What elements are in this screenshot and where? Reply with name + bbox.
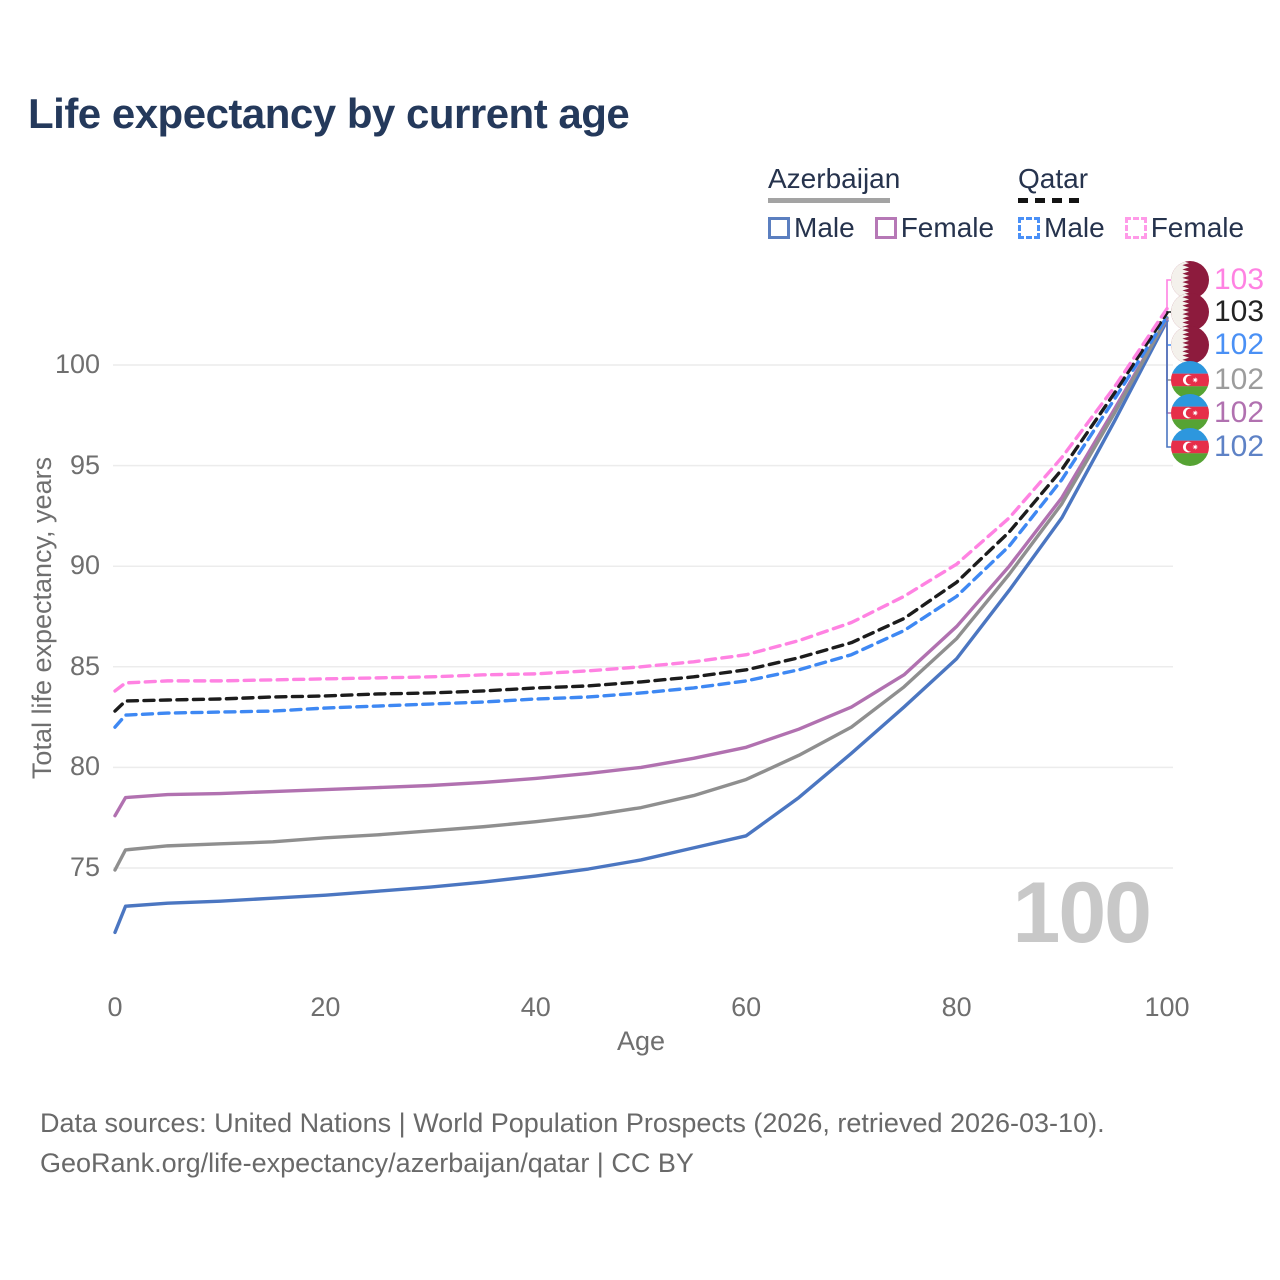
male-solid-swatch-icon bbox=[768, 217, 790, 239]
legend-item-label: Male bbox=[794, 212, 855, 243]
az-flag-icon bbox=[1171, 394, 1209, 432]
leader-line bbox=[1166, 279, 1171, 309]
series-line-qatar-male bbox=[113, 315, 1169, 729]
series-line-azerbaijan-total bbox=[113, 316, 1169, 872]
end-label-row-qatar: 103 bbox=[1171, 261, 1264, 299]
leader-line bbox=[1166, 320, 1171, 448]
end-label-row-qatar: 103 bbox=[1171, 293, 1264, 331]
legend-item-qatar-female: Female bbox=[1124, 212, 1245, 244]
end-label-row-qatar: 102 bbox=[1171, 326, 1264, 364]
end-value-label: 102 bbox=[1214, 328, 1265, 361]
series-line-qatar-female bbox=[113, 306, 1169, 693]
legend-azerbaijan-line-swatch bbox=[768, 198, 890, 203]
x-tick-label: 0 bbox=[107, 992, 123, 1022]
series-line-qatar-total bbox=[113, 310, 1169, 713]
leader-line bbox=[1166, 311, 1171, 313]
legend-item-azerbaijan-male: Male bbox=[768, 212, 855, 244]
series-line-azerbaijan-male bbox=[113, 319, 1169, 935]
legend-item-label: Male bbox=[1044, 212, 1105, 243]
page-title: Life expectancy by current age bbox=[28, 90, 630, 137]
female-solid-swatch-icon bbox=[874, 217, 897, 239]
legend-country-label: Azerbaijan bbox=[768, 163, 901, 194]
y-tick-label: 100 bbox=[54, 349, 100, 379]
end-value-label: 103 bbox=[1214, 295, 1265, 328]
y-tick-label: 90 bbox=[69, 550, 100, 581]
end-label-row-azerbaijan: 102 bbox=[1171, 394, 1264, 432]
x-tick-label: 80 bbox=[941, 992, 972, 1022]
series-line-azerbaijan-female bbox=[113, 317, 1169, 818]
footer-data-sources: Data sources: United Nations | World Pop… bbox=[40, 1108, 1105, 1138]
legend-item-label: Female bbox=[1150, 212, 1245, 243]
age-counter-watermark: 100 bbox=[1012, 865, 1153, 961]
qatar-flag-icon bbox=[1171, 326, 1209, 364]
legend-group-qatar: Qatar Male Female bbox=[1018, 163, 1244, 244]
y-tick-label: 80 bbox=[69, 751, 100, 782]
end-label-row-azerbaijan: 102 bbox=[1171, 428, 1264, 466]
legend-country-label: Qatar bbox=[1018, 163, 1089, 194]
x-tick-label: 100 bbox=[1144, 992, 1190, 1022]
legend-item-azerbaijan-female: Female bbox=[874, 212, 995, 244]
end-value-label: 103 bbox=[1214, 263, 1265, 296]
legend-item-label: Female bbox=[900, 212, 995, 243]
male-dashed-swatch-icon bbox=[1018, 217, 1040, 239]
y-axis-title: Total life expectancy, years bbox=[27, 456, 57, 780]
legend-qatar-line-swatch bbox=[1018, 198, 1085, 203]
y-tick-label: 75 bbox=[69, 852, 100, 882]
legend-group-azerbaijan: Azerbaijan Male Female bbox=[768, 163, 994, 244]
x-axis-title: Age bbox=[616, 1026, 666, 1056]
x-tick-label: 20 bbox=[310, 992, 341, 1022]
end-label-row-azerbaijan: 102 bbox=[1171, 361, 1264, 399]
end-value-label: 102 bbox=[1214, 430, 1265, 463]
end-value-label: 102 bbox=[1214, 396, 1265, 429]
female-dashed-swatch-icon bbox=[1124, 217, 1147, 239]
legend-item-qatar-male: Male bbox=[1018, 212, 1105, 244]
footer-attribution: GeoRank.org/life-expectancy/azerbaijan/q… bbox=[40, 1148, 694, 1178]
x-tick-label: 40 bbox=[520, 992, 551, 1022]
y-tick-label: 95 bbox=[69, 449, 100, 480]
az-flag-icon bbox=[1171, 428, 1209, 466]
y-tick-label: 85 bbox=[69, 650, 100, 681]
x-tick-label: 60 bbox=[731, 992, 762, 1022]
end-value-label: 102 bbox=[1214, 363, 1265, 396]
